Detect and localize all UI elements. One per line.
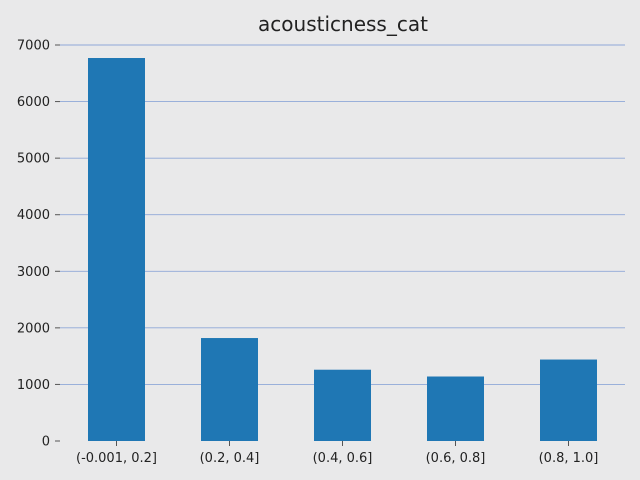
y-tick-label: 7000 (17, 39, 50, 54)
x-tick-label: (-0.001, 0.2] (76, 451, 157, 466)
bar (427, 376, 484, 441)
y-tick-label: 4000 (17, 208, 50, 223)
bar (201, 338, 258, 441)
bar-layer (88, 58, 597, 442)
bar (540, 359, 597, 441)
x-tick-label: (0.2, 0.4] (200, 451, 260, 466)
y-tick-label: 2000 (17, 321, 50, 336)
grid-layer (60, 44, 625, 385)
y-tick-label: 5000 (17, 152, 50, 167)
chart-title: acousticness_cat (258, 12, 428, 36)
x-tick-label: (0.8, 1.0] (539, 451, 599, 466)
x-tick-label: (0.6, 0.8] (426, 451, 486, 466)
x-axis-ticks: (-0.001, 0.2] (0.2, 0.4] (0.4, 0.6] (0.6, 0… (76, 441, 598, 466)
bar (314, 369, 371, 441)
x-tick-label: (0.4, 0.6] (313, 451, 373, 466)
y-tick-label: 6000 (17, 95, 50, 110)
y-axis-ticks: 0 1000 2000 3000 4000 5000 6000 7000 (17, 39, 60, 450)
bar (88, 58, 145, 442)
y-tick-label: 3000 (17, 265, 50, 280)
y-tick-label: 0 (42, 435, 50, 450)
y-tick-label: 1000 (17, 378, 50, 393)
